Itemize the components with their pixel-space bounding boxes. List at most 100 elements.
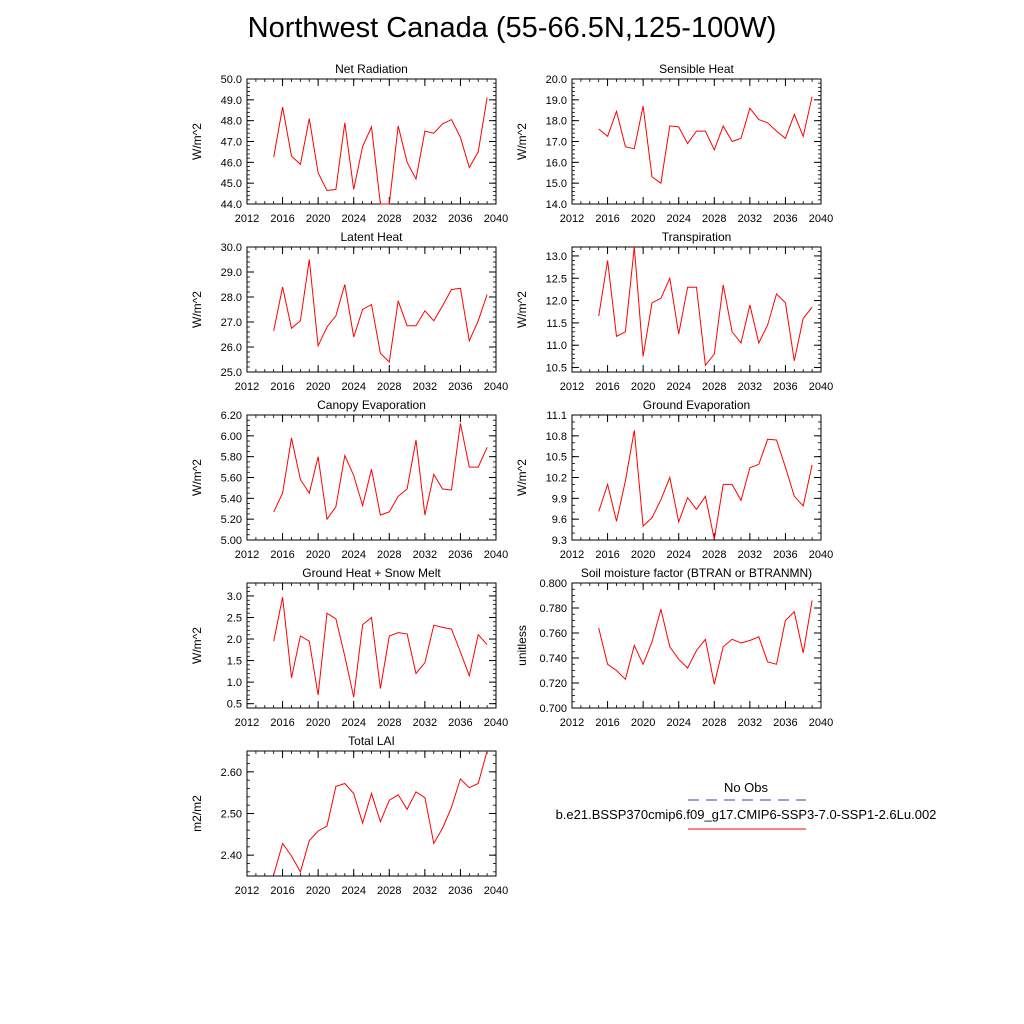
x-tick-label: 2032 — [413, 381, 437, 393]
x-tick-label: 2028 — [702, 213, 726, 225]
series-line — [273, 750, 488, 875]
y-axis-label: unitless — [515, 625, 529, 666]
y-axis-label: W/m^2 — [190, 627, 204, 664]
y-tick-label: 28.0 — [221, 292, 242, 304]
x-tick-label: 2020 — [631, 717, 655, 729]
x-tick-label: 2028 — [377, 549, 401, 561]
x-tick-label: 2040 — [484, 549, 508, 561]
y-tick-label: 15.0 — [546, 178, 567, 190]
y-tick-label: 3.0 — [227, 591, 242, 603]
x-tick-label: 2024 — [341, 549, 365, 561]
y-tick-label: 30.0 — [221, 242, 242, 254]
series-line — [598, 96, 813, 185]
x-tick-label: 2040 — [484, 213, 508, 225]
x-tick-label: 2032 — [413, 885, 437, 897]
x-tick-label: 2028 — [377, 213, 401, 225]
x-tick-label: 2028 — [702, 717, 726, 729]
plot-frame — [246, 750, 497, 877]
x-tick-label: 2024 — [341, 717, 365, 729]
y-tick-label: 5.80 — [221, 452, 242, 464]
x-tick-label: 2036 — [773, 213, 797, 225]
x-tick-label: 2036 — [773, 381, 797, 393]
x-tick-label: 2020 — [306, 381, 330, 393]
legend: No Obs b.e21.BSSP370cmip6.f09_g17.CMIP6-… — [556, 780, 936, 830]
x-tick-label: 2036 — [448, 885, 472, 897]
y-tick-label: 5.20 — [221, 514, 242, 526]
x-tick-label: 2012 — [235, 885, 259, 897]
x-tick-label: 2020 — [306, 717, 330, 729]
y-tick-label: 20.0 — [546, 74, 567, 86]
y-tick-label: 45.0 — [221, 178, 242, 190]
x-tick-label: 2016 — [270, 213, 294, 225]
y-tick-label: 10.8 — [546, 431, 567, 443]
x-tick-label: 2036 — [448, 717, 472, 729]
plot-frame — [246, 582, 497, 709]
panel-1: Net Radiation W/m^2 2012 2016 2020 2024 2028 20… — [190, 62, 508, 225]
x-tick-label: 2036 — [773, 549, 797, 561]
y-axis-label: W/m^2 — [515, 291, 529, 328]
x-tick-label: 2024 — [341, 885, 365, 897]
y-tick-label: 11.1 — [546, 410, 567, 422]
x-tick-label: 2032 — [738, 549, 762, 561]
y-tick-label: 10.5 — [546, 363, 567, 375]
x-tick-label: 2040 — [809, 717, 833, 729]
panel-title: Soil moisture factor (BTRAN or BTRANMN) — [581, 566, 812, 580]
y-axis-label: W/m^2 — [515, 459, 529, 496]
x-tick-label: 2036 — [448, 381, 472, 393]
panels-layer: Net Radiation W/m^2 2012 2016 2020 2024 2028 20… — [190, 62, 833, 897]
x-tick-label: 2016 — [270, 885, 294, 897]
y-tick-label: 12.0 — [546, 296, 567, 308]
panel-7: Ground Heat + Snow Melt W/m^2 2012 2016 2020… — [190, 566, 508, 729]
panel-4: Transpiration W/m^2 2012 2016 2020 2024 2028 20… — [515, 230, 833, 393]
panel-title: Latent Heat — [340, 230, 403, 244]
panel-title: Ground Evaporation — [643, 398, 750, 412]
y-tick-label: 9.3 — [552, 535, 567, 547]
series-line — [598, 246, 813, 367]
x-tick-label: 2040 — [484, 381, 508, 393]
y-tick-label: 14.0 — [546, 199, 567, 211]
y-tick-label: 5.40 — [221, 493, 242, 505]
y-tick-label: 0.720 — [539, 678, 567, 690]
y-tick-label: 16.0 — [546, 157, 567, 169]
x-tick-label: 2016 — [270, 549, 294, 561]
panel-2: Sensible Heat W/m^2 2012 2016 2020 2024 2028 20… — [515, 62, 833, 225]
y-tick-label: 1.0 — [227, 677, 242, 689]
y-tick-label: 19.0 — [546, 95, 567, 107]
panel-title: Net Radiation — [335, 62, 408, 76]
y-axis-label: W/m^2 — [190, 291, 204, 328]
x-tick-label: 2016 — [595, 213, 619, 225]
y-tick-label: 29.0 — [221, 267, 242, 279]
y-tick-label: 10.5 — [546, 452, 567, 464]
x-tick-label: 2016 — [270, 381, 294, 393]
x-tick-label: 2012 — [560, 381, 584, 393]
series-line — [273, 423, 488, 521]
panel-title: Canopy Evaporation — [317, 398, 426, 412]
x-tick-label: 2012 — [560, 717, 584, 729]
y-tick-label: 6.00 — [221, 431, 242, 443]
x-tick-label: 2024 — [666, 381, 690, 393]
panel-8: Soil moisture factor (BTRAN or BTRANMN) u… — [515, 566, 833, 729]
series-line — [273, 597, 488, 698]
y-tick-label: 0.760 — [539, 628, 567, 640]
panel-9: Total LAI m2/m2 2012 2016 2020 2024 2028 2032 20… — [190, 734, 508, 897]
y-tick-label: 2.60 — [221, 767, 242, 779]
panel-title: Sensible Heat — [659, 62, 734, 76]
legend-obs-label: No Obs — [724, 780, 769, 795]
series-line — [273, 259, 488, 364]
x-tick-label: 2036 — [773, 717, 797, 729]
x-tick-label: 2020 — [631, 381, 655, 393]
y-tick-label: 10.2 — [546, 473, 567, 485]
x-tick-label: 2028 — [377, 717, 401, 729]
series-line — [598, 430, 813, 540]
x-tick-label: 2032 — [413, 213, 437, 225]
plot-frame — [571, 414, 822, 541]
y-tick-label: 0.800 — [539, 578, 567, 590]
panel-5: Canopy Evaporation W/m^2 2012 2016 2020 2024 2… — [190, 398, 508, 561]
x-tick-label: 2012 — [560, 213, 584, 225]
plot-frame — [571, 582, 822, 709]
y-tick-label: 17.0 — [546, 137, 567, 149]
x-tick-label: 2020 — [306, 885, 330, 897]
y-tick-label: 2.5 — [227, 612, 242, 624]
y-tick-label: 6.20 — [221, 410, 242, 422]
